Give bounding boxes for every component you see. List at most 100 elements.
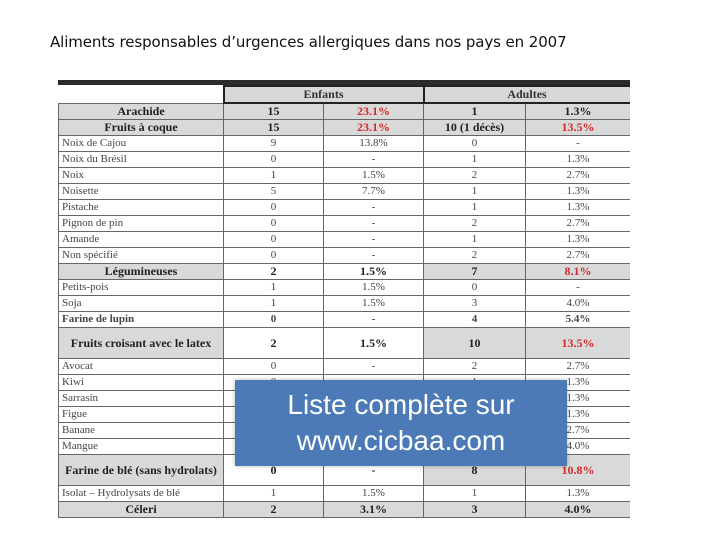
row-label: Noisette (58, 183, 224, 200)
row-value: 4.0% (525, 501, 630, 518)
table-row: Non spécifié 0-2 2.7% (58, 247, 630, 264)
row-value: 13.8% (322, 135, 425, 152)
row-value: 1 (223, 485, 324, 502)
row-value: 1.3% (525, 183, 630, 200)
row-value: 0 (223, 358, 324, 375)
row-value: 4 (423, 311, 527, 328)
row-value: 3 (423, 501, 527, 518)
row-label: Noix de Cajou (58, 135, 224, 152)
row-value: 2 (423, 358, 527, 375)
row-value: 7.7% (322, 183, 425, 200)
row-value: 2 (423, 247, 527, 264)
row-value: 13.5% (525, 119, 630, 136)
row-value: 0 (223, 199, 324, 216)
row-value: 10 (1 décès) (423, 119, 527, 136)
row-label: Farine de blé (sans hydrolats) (58, 454, 224, 486)
row-value: 1.5% (322, 295, 425, 312)
row-value: 0 (223, 231, 324, 248)
row-value: 1 (223, 295, 324, 312)
header-blank (58, 86, 225, 103)
row-value: 0 (423, 135, 527, 152)
row-value: 1 (423, 151, 527, 168)
row-value: 1 (423, 102, 527, 120)
row-value: 0 (223, 247, 324, 264)
allergy-table-image: Enfants Adultes Arachide 15 23.1% 1 1.3% Frui… (58, 80, 630, 540)
row-value: 2.7% (525, 247, 630, 264)
row-value: 1.3% (525, 485, 630, 502)
row-value: 1.5% (322, 327, 425, 359)
row-value: - (322, 151, 425, 168)
row-label: Céleri (58, 501, 224, 518)
row-label: Légumineuses (58, 263, 224, 280)
table-row: Soja 1 1.5% 3 4.0% (58, 295, 630, 312)
row-value: - (525, 135, 630, 152)
row-value: 1 (423, 183, 527, 200)
row-value: 1 (423, 231, 527, 248)
row-label: Pignon de pin (58, 215, 224, 232)
row-value: 15 (223, 102, 324, 120)
row-value: 2.7% (525, 215, 630, 232)
row-value: 7 (423, 263, 527, 280)
row-value: 1.3% (525, 151, 630, 168)
table-row: Noix 1 1.5% 2 2.7% (58, 167, 630, 184)
table-row: Noix du Brésil 0-1 1.3% (58, 151, 630, 168)
page-title: Aliments responsables d’urgences allergi… (50, 33, 567, 51)
row-value: 1.5% (322, 263, 425, 280)
header-adultes: Adultes (422, 85, 630, 104)
table-row: Noisette 5 7.7% 1 1.3% (58, 183, 630, 200)
row-value: 0 (423, 279, 527, 296)
row-value: 8.1% (525, 263, 630, 280)
row-label: Banane (58, 422, 224, 439)
row-value: 2.7% (525, 358, 630, 375)
row-value: 1.5% (322, 279, 425, 296)
banner-line-1: Liste complète sur (287, 389, 515, 420)
table-row: Petits-pois 1 1.5% 0- (58, 279, 630, 296)
row-value: 2 (423, 215, 527, 232)
row-value: 3.1% (322, 501, 425, 518)
row-value: 10.8% (525, 454, 630, 486)
row-label: Farine de lupin (58, 311, 224, 328)
row-value: 1 (423, 485, 527, 502)
row-value: 13.5% (525, 327, 630, 359)
row-label: Petits-pois (58, 279, 224, 296)
table-header-row: Enfants Adultes (58, 85, 630, 104)
row-value: 1 (223, 279, 324, 296)
row-label: Noix du Brésil (58, 151, 224, 168)
row-value: 1.3% (525, 199, 630, 216)
row-value: 1.3% (525, 102, 630, 120)
row-label: Pistache (58, 199, 224, 216)
row-label: Fruits croisant avec le latex (58, 327, 224, 359)
row-value: 2 (223, 327, 324, 359)
row-value: - (322, 358, 425, 375)
row-label: Sarrasin (58, 390, 224, 407)
row-value: 0 (223, 311, 324, 328)
table-top-border (58, 80, 630, 85)
row-label: Amande (58, 231, 224, 248)
table-row: Isolat – Hydrolysats de blé 1 1.5% 1 1.3% (58, 485, 630, 502)
table-row: Noix de Cajou 9 13.8% 0- (58, 135, 630, 152)
row-label: Non spécifié (58, 247, 224, 264)
row-value: - (322, 311, 425, 328)
row-value: 5.4% (525, 311, 630, 328)
row-value: 2 (223, 501, 324, 518)
row-label: Kiwi (58, 374, 224, 391)
row-value: 5 (223, 183, 324, 200)
row-label: Fruits à coque (58, 119, 224, 136)
row-label: Isolat – Hydrolysats de blé (58, 485, 224, 502)
row-label: Avocat (58, 358, 224, 375)
row-label: Arachide (58, 102, 224, 120)
table-row: Fruits à coque 15 23.1% 10 (1 décès) 13.5% (58, 119, 630, 136)
row-value: - (322, 231, 425, 248)
row-value: 9 (223, 135, 324, 152)
row-value: 23.1% (322, 102, 425, 120)
row-value: 10 (423, 327, 527, 359)
row-value: 1.5% (322, 167, 425, 184)
website-banner[interactable]: Liste complète sur www.cicbaa.com (235, 380, 567, 466)
row-value: 23.1% (322, 119, 425, 136)
table-row: Pistache 0-1 1.3% (58, 199, 630, 216)
row-label: Mangue (58, 438, 224, 455)
row-value: 1 (223, 167, 324, 184)
table-row: Pignon de pin 0-2 2.7% (58, 215, 630, 232)
row-value: 0 (223, 151, 324, 168)
table-row: Céleri 2 3.1% 3 4.0% (58, 501, 630, 518)
